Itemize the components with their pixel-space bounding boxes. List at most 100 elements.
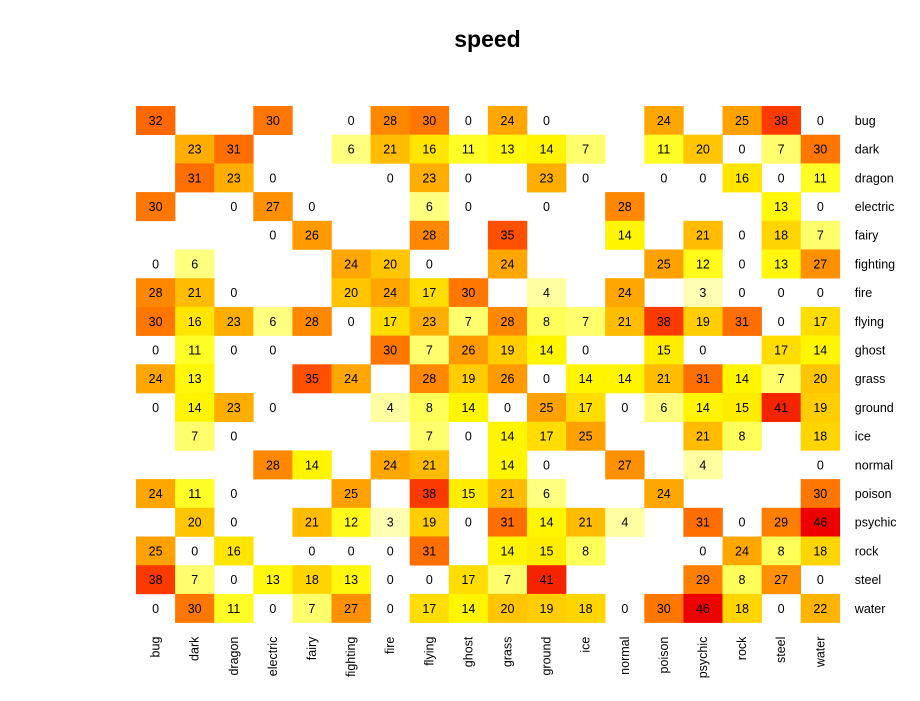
heatmap-cell-steel-rock bbox=[722, 565, 762, 595]
cell-value-label-flying-dragon: 23 bbox=[227, 315, 241, 329]
col-label-poison: poison bbox=[657, 637, 671, 674]
heatmap-cell-ghost-water bbox=[800, 335, 841, 365]
cell-value-label-steel-psychic: 29 bbox=[696, 573, 710, 587]
cell-value-label-water-normal: 0 bbox=[621, 602, 628, 616]
cell-value-label-steel-fire: 0 bbox=[387, 573, 394, 587]
heatmap-cell-psychic-normal bbox=[605, 507, 645, 537]
heatmap-cell-ghost-grass bbox=[487, 335, 528, 365]
heatmap-cell-rock-dragon bbox=[214, 536, 254, 566]
heatmap-cell-ice-grass bbox=[487, 421, 528, 451]
heatmap-cell-fairy-water bbox=[800, 220, 841, 250]
heatmap-cell-grass-normal bbox=[605, 364, 645, 394]
heatmap-cell-ice-dark bbox=[175, 421, 215, 451]
cell-value-label-ghost-bug: 0 bbox=[152, 344, 159, 358]
cell-value-label-water-bug: 0 bbox=[152, 602, 159, 616]
heatmap-cell-dark-psychic bbox=[683, 134, 723, 164]
cell-value-label-steel-fighting: 13 bbox=[344, 573, 358, 587]
heatmap-cell-psychic-ice bbox=[566, 507, 606, 537]
heatmap-cell-steel-electric bbox=[253, 565, 293, 595]
cell-value-label-flying-poison: 38 bbox=[657, 315, 671, 329]
cell-value-label-ice-dark: 7 bbox=[191, 430, 198, 444]
cell-value-label-fire-ground: 4 bbox=[543, 286, 550, 300]
cell-value-label-fighting-water: 27 bbox=[813, 257, 827, 271]
cell-value-label-dragon-ice: 0 bbox=[582, 171, 589, 185]
heatmap-cell-ice-ice bbox=[566, 421, 606, 451]
heatmap-cell-ground-ground bbox=[527, 393, 567, 422]
cell-value-label-dark-fighting: 6 bbox=[348, 143, 355, 157]
cell-value-label-dragon-ghost: 0 bbox=[465, 171, 472, 185]
heatmap-cell-ground-steel bbox=[761, 393, 801, 422]
heatmap-cell-fighting-steel bbox=[761, 249, 801, 279]
heatmap-cell-steel-grass bbox=[487, 565, 528, 595]
chart-title: speed bbox=[454, 26, 521, 52]
col-label-electric: electric bbox=[266, 637, 280, 677]
cell-value-label-dragon-ground: 23 bbox=[540, 171, 554, 185]
heatmap-cell-steel-fairy bbox=[292, 565, 332, 595]
cell-value-label-grass-ground: 0 bbox=[543, 372, 550, 386]
cell-value-label-bug-steel: 38 bbox=[774, 114, 788, 128]
cell-value-label-psychic-fighting: 12 bbox=[344, 516, 358, 530]
heatmap-cell-steel-bug bbox=[136, 565, 176, 595]
cell-value-label-ground-electric: 0 bbox=[269, 401, 276, 415]
cell-value-label-fairy-flying: 28 bbox=[422, 229, 436, 243]
cell-value-label-dark-grass: 13 bbox=[501, 143, 515, 157]
cell-value-label-steel-flying: 0 bbox=[426, 573, 433, 587]
row-label-ice: ice bbox=[855, 430, 871, 444]
heatmap-cell-fire-ghost bbox=[448, 278, 489, 308]
heatmap-cell-fire-fire bbox=[370, 278, 410, 308]
cell-value-label-flying-ice: 7 bbox=[582, 315, 589, 329]
cell-value-label-bug-flying: 30 bbox=[422, 114, 436, 128]
heatmap-cell-bug-grass bbox=[487, 106, 528, 135]
cell-value-label-rock-flying: 31 bbox=[422, 544, 436, 558]
heatmap-cell-fighting-grass bbox=[487, 249, 528, 279]
cell-value-label-ghost-grass: 19 bbox=[501, 344, 515, 358]
heatmap-cell-grass-flying bbox=[409, 364, 450, 394]
heatmap-cell-psychic-flying bbox=[409, 507, 450, 537]
heatmap-cell-ghost-dark bbox=[175, 335, 215, 365]
heatmap-cell-fairy-flying bbox=[409, 220, 450, 250]
cell-value-label-dragon-poison: 0 bbox=[660, 171, 667, 185]
heatmap-cell-dark-water bbox=[800, 134, 841, 164]
heatmap-cell-ghost-steel bbox=[761, 335, 801, 365]
cell-value-label-dragon-dark: 31 bbox=[188, 171, 202, 185]
heatmap-cell-ghost-flying bbox=[409, 335, 450, 365]
heatmap-cell-poison-flying bbox=[409, 479, 450, 509]
cell-value-label-rock-fairy: 0 bbox=[308, 544, 315, 558]
heatmap-cell-normal-electric bbox=[253, 450, 293, 480]
cell-value-label-bug-bug: 32 bbox=[149, 114, 163, 128]
cell-value-label-normal-flying: 21 bbox=[422, 458, 436, 472]
heatmap-cell-bug-fire bbox=[370, 106, 410, 135]
heatmap-cell-poison-poison bbox=[644, 479, 684, 509]
heatmap-cell-normal-normal bbox=[605, 450, 645, 480]
heatmap-cell-rock-ground bbox=[527, 536, 567, 566]
heatmap-cell-ghost-ground bbox=[527, 335, 567, 365]
heatmap-cell-fire-normal bbox=[605, 278, 645, 308]
cell-value-label-psychic-dragon: 0 bbox=[230, 516, 237, 530]
heatmap-cell-dark-dragon bbox=[214, 134, 254, 164]
cell-value-label-ice-water: 18 bbox=[813, 430, 827, 444]
cell-value-label-fairy-normal: 14 bbox=[618, 229, 632, 243]
cell-value-label-flying-dark: 16 bbox=[188, 315, 202, 329]
cell-value-label-poison-ground: 6 bbox=[543, 487, 550, 501]
heatmap-cell-normal-flying bbox=[409, 450, 450, 480]
cell-value-label-ground-flying: 8 bbox=[426, 401, 433, 415]
heatmap-cell-bug-steel bbox=[761, 106, 801, 135]
col-label-ground: ground bbox=[540, 637, 554, 676]
heatmap-cell-ice-psychic bbox=[683, 421, 723, 451]
col-label-dragon: dragon bbox=[227, 637, 241, 676]
heatmap-cell-poison-fighting bbox=[331, 479, 371, 509]
cell-value-label-ice-ice: 25 bbox=[579, 430, 593, 444]
cell-value-label-dark-rock: 0 bbox=[739, 143, 746, 157]
heatmap-cell-steel-dark bbox=[175, 565, 215, 595]
heatmap-cell-fighting-psychic bbox=[683, 249, 723, 279]
cell-value-label-flying-water: 17 bbox=[813, 315, 827, 329]
cell-value-label-fire-flying: 17 bbox=[422, 286, 436, 300]
heatmap-cell-grass-ice bbox=[566, 364, 606, 394]
cell-value-label-electric-electric: 27 bbox=[266, 200, 280, 214]
cell-value-label-grass-dark: 13 bbox=[188, 372, 202, 386]
heatmap-cell-steel-ghost bbox=[448, 565, 489, 595]
cell-value-label-psychic-normal: 4 bbox=[621, 516, 628, 530]
heatmap-cell-dark-ground bbox=[527, 134, 567, 164]
heatmap-cell-grass-fairy bbox=[292, 364, 332, 394]
heatmap-cell-ghost-fire bbox=[370, 335, 410, 365]
